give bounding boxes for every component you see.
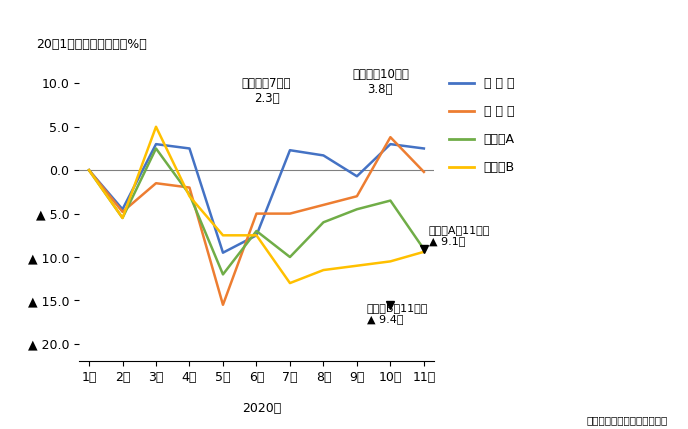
Text: 20年1月からの増減率（%）: 20年1月からの増減率（%） (36, 38, 147, 51)
Text: 中都市（10月）
3.8％: 中都市（10月） 3.8％ (352, 68, 409, 97)
Text: 小都市A（11月）
▲ 9.1％: 小都市A（11月） ▲ 9.1％ (429, 224, 491, 246)
Legend: 大 都 市, 中 都 市, 小都市A, 小都市B: 大 都 市, 中 都 市, 小都市A, 小都市B (444, 72, 520, 179)
Text: 小都市B（11月）
▲ 9.4％: 小都市B（11月） ▲ 9.4％ (367, 303, 429, 324)
Text: 総務省「家計調査」より作成: 総務省「家計調査」より作成 (586, 415, 667, 425)
Text: 大都市（7月）
2.3％: 大都市（7月） 2.3％ (241, 77, 291, 105)
Text: 2020年: 2020年 (241, 402, 281, 415)
